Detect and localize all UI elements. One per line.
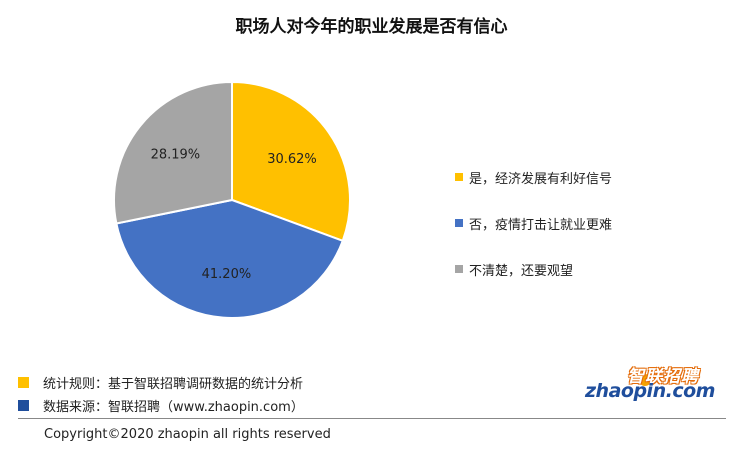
legend-item-yes: 是，经济发展有利好信号 <box>455 166 612 188</box>
legend-swatch-unsure <box>455 265 463 273</box>
copyright-text: Copyright©2020 zhaopin all rights reserv… <box>44 427 331 442</box>
legend-swatch-no <box>455 219 463 227</box>
note-swatch-rule <box>18 376 29 388</box>
pie-slice-unsure <box>113 80 233 225</box>
legend-item-unsure: 不清楚，还要观望 <box>455 258 612 280</box>
data-label-unsure: 28.19% <box>151 148 201 163</box>
zhaopin-logo: 智联招聘 zhaopin.com <box>585 360 725 410</box>
legend-label-yes: 是，经济发展有利好信号 <box>469 171 613 187</box>
footer-divider <box>18 418 726 419</box>
note-text-source: 数据来源：智联招聘（www.zhaopin.com） <box>43 399 304 415</box>
data-label-no: 41.20% <box>202 267 252 282</box>
pie-slice-no <box>115 198 345 319</box>
note-swatch-source <box>18 399 29 411</box>
data-label-yes: 30.62% <box>267 152 317 167</box>
note-statistics-rule: 统计规则：基于智联招聘调研数据的统计分析 <box>18 372 304 392</box>
chart-title: 职场人对今年的职业发展是否有信心 <box>235 17 508 37</box>
legend-item-no: 否，疫情打击让就业更难 <box>455 212 612 234</box>
logo-english-text: zhaopin.com <box>585 380 715 402</box>
legend-label-unsure: 不清楚，还要观望 <box>469 263 574 279</box>
pie-slice-yes <box>231 80 351 243</box>
note-data-source: 数据来源：智联招聘（www.zhaopin.com） <box>18 395 304 415</box>
logo-chinese-text: 智联招聘 <box>627 367 699 387</box>
footnotes: 统计规则：基于智联招聘调研数据的统计分析 数据来源：智联招聘（www.zhaop… <box>18 372 304 418</box>
legend-swatch-yes <box>455 173 463 181</box>
logo-dot-icon <box>639 374 651 386</box>
note-text-rule: 统计规则：基于智联招聘调研数据的统计分析 <box>43 376 304 392</box>
legend: 是，经济发展有利好信号 否，疫情打击让就业更难 不清楚，还要观望 <box>455 166 612 304</box>
legend-label-no: 否，疫情打击让就业更难 <box>469 217 613 233</box>
